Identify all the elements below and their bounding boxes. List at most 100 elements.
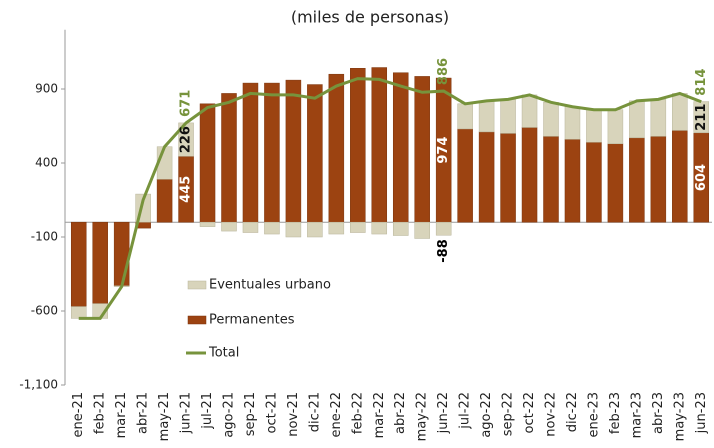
bar-segment xyxy=(607,109,624,145)
bar-segment xyxy=(199,103,216,223)
x-tick-label: feb-21 xyxy=(93,392,108,434)
data-label: 886 xyxy=(436,58,451,85)
data-label: 211 xyxy=(694,104,709,131)
bar-segment xyxy=(199,221,216,227)
data-label: 671 xyxy=(179,90,194,117)
bar-segment xyxy=(414,76,430,223)
x-tick-label: sep-22 xyxy=(501,392,516,436)
bar-segment xyxy=(113,221,130,287)
x-tick-label: abr-23 xyxy=(651,392,666,434)
x-tick-label: dic-22 xyxy=(565,392,580,432)
bar-segment xyxy=(672,93,688,131)
y-tick-label: -100 xyxy=(31,230,58,244)
x-tick-label: jul-21 xyxy=(200,392,215,430)
bar-segment xyxy=(414,221,430,239)
bar-segment xyxy=(543,136,559,223)
x-tick-label: ago-22 xyxy=(479,392,494,438)
bar-segment xyxy=(629,137,645,223)
bar-segment xyxy=(586,142,602,223)
bar-segment xyxy=(435,221,452,236)
x-tick-label: jul-22 xyxy=(458,392,473,430)
bar-segment xyxy=(328,73,345,223)
x-tick-label: ago-21 xyxy=(222,392,237,438)
bar-segment xyxy=(521,94,538,128)
x-tick-label: may-23 xyxy=(672,392,687,441)
bar-segment xyxy=(586,109,602,143)
y-tick-label: 900 xyxy=(35,82,58,96)
data-label: 226 xyxy=(179,126,194,153)
bar-segment xyxy=(242,221,259,233)
bar-segment xyxy=(264,82,280,223)
bar-segment xyxy=(650,99,667,137)
legend-label: Eventuales urbano xyxy=(209,278,331,293)
bar-segment xyxy=(285,221,302,238)
x-tick-label: jun-21 xyxy=(179,392,194,434)
bar-segment xyxy=(500,99,516,134)
bar-segment xyxy=(221,93,237,223)
bar-segment xyxy=(350,221,366,233)
x-tick-label: mar-22 xyxy=(372,392,387,438)
bar-segment xyxy=(543,102,559,137)
legend-label: Permanentes xyxy=(209,313,295,328)
bar-segment xyxy=(629,100,645,139)
bar-segment xyxy=(307,84,323,223)
x-tick-label: oct-21 xyxy=(264,392,279,433)
bar-segment xyxy=(70,306,87,319)
bar-segment xyxy=(371,67,388,223)
bar-segment xyxy=(92,221,108,304)
x-tick-label: jun-23 xyxy=(694,392,709,434)
data-label: -88 xyxy=(436,239,451,263)
x-tick-label: jun-22 xyxy=(436,392,451,434)
legend-swatch xyxy=(187,315,207,325)
chart-title: (miles de personas) xyxy=(291,8,449,27)
bar-segment xyxy=(500,133,516,223)
bar-segment xyxy=(264,221,280,235)
x-tick-label: may-21 xyxy=(157,392,172,441)
bar-segment xyxy=(457,103,473,130)
bar-segment xyxy=(457,128,473,223)
bar-segment xyxy=(242,82,259,223)
bar-segment xyxy=(392,72,409,223)
bar-segment xyxy=(371,221,388,235)
x-tick-label: mar-21 xyxy=(114,392,129,438)
x-tick-label: dic-21 xyxy=(307,392,322,432)
legend-label: Total xyxy=(208,346,239,361)
data-label: 445 xyxy=(179,176,194,203)
data-label: 974 xyxy=(436,137,451,164)
y-tick-label: 400 xyxy=(35,156,58,170)
bar-segment xyxy=(607,143,624,223)
bar-segment xyxy=(307,221,323,238)
data-label: 604 xyxy=(694,164,709,191)
bar-segment xyxy=(672,130,688,223)
x-tick-label: may-22 xyxy=(415,392,430,441)
bar-segment xyxy=(478,131,495,223)
x-tick-label: feb-22 xyxy=(350,392,365,434)
x-tick-label: ene-22 xyxy=(329,392,344,437)
x-tick-label: mar-23 xyxy=(629,392,644,438)
x-tick-label: nov-22 xyxy=(544,392,559,437)
total-line xyxy=(78,77,702,320)
bar-segment xyxy=(521,127,538,223)
bar-segment xyxy=(285,79,302,223)
y-tick-label: -600 xyxy=(31,304,58,318)
bar-segment xyxy=(392,221,409,236)
bar-segment xyxy=(564,106,581,140)
x-tick-label: abr-21 xyxy=(136,392,151,434)
x-tick-label: ene-23 xyxy=(586,392,601,437)
x-tick-label: abr-22 xyxy=(393,392,408,434)
x-tick-label: ene-21 xyxy=(71,392,86,437)
bar-segment xyxy=(350,68,366,223)
bar-segment xyxy=(328,221,345,235)
legend-swatch xyxy=(187,280,207,290)
x-tick-label: nov-21 xyxy=(286,392,301,437)
bar-segment xyxy=(564,139,581,223)
x-tick-label: oct-22 xyxy=(522,392,537,433)
bar-segment xyxy=(478,100,495,133)
x-tick-label: feb-23 xyxy=(608,392,623,434)
y-tick-label: -1,100 xyxy=(19,378,58,392)
bar-segment xyxy=(70,221,87,307)
bar-segment xyxy=(221,221,237,232)
x-tick-label: sep-21 xyxy=(243,392,258,436)
data-label: 814 xyxy=(694,69,709,96)
